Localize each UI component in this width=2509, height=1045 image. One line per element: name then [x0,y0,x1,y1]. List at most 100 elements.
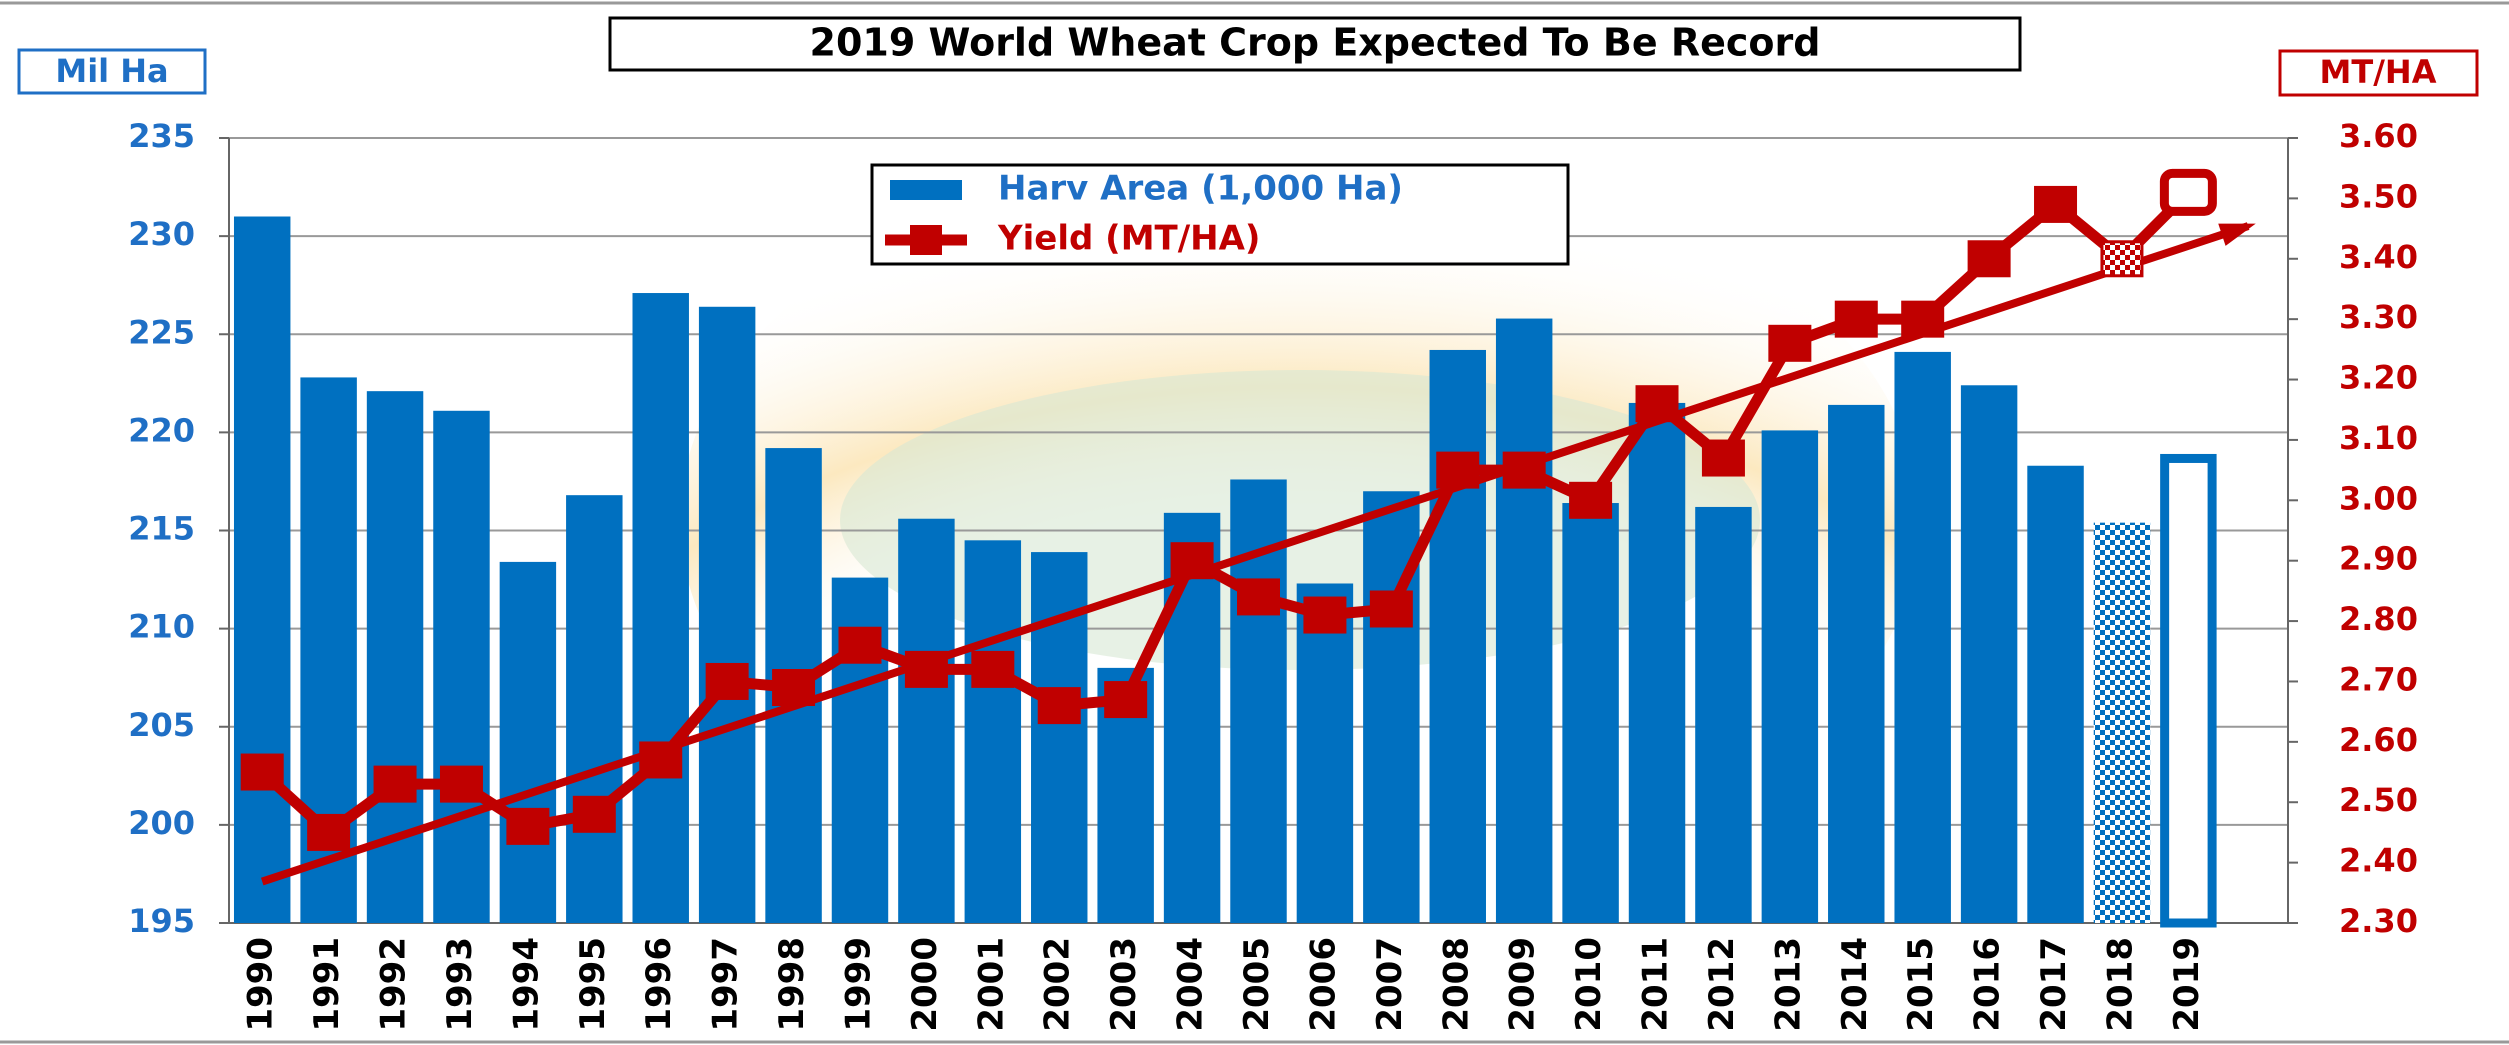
marker [1768,324,1812,362]
marker [1834,300,1878,338]
legend-swatch [890,180,962,200]
y2-label-box [2278,49,2479,97]
x-tick-label: 1991 [307,937,347,1032]
bar [2093,522,2151,923]
bar [1960,385,2018,923]
y2-axis-label: MT/HA [2320,53,2437,91]
plot: 195 200 205 210 215 220 225 230 235 2.30 2.40 2.50 2… [128,117,2418,1032]
y-tick-label: 195 [128,902,195,940]
x-tick-label: 2003 [1104,937,1144,1032]
marker [1701,439,1745,477]
bar [2027,465,2084,923]
y2-tick-label: 3.30 [2339,298,2418,336]
marker [772,669,816,706]
x-tick-label: 1994 [506,937,546,1032]
legend-label: Harv Area (1,000 Ha) [998,169,1403,209]
x-tick-label: 2006 [1303,937,1343,1032]
y2-tick-label: 3.40 [2339,238,2418,276]
y-tick-label: 235 [128,117,195,155]
bar [1894,351,1951,924]
marker [639,741,683,779]
marker [439,765,483,803]
marker [1901,300,1945,338]
bar [964,540,1022,923]
y-tick-label: 205 [128,706,195,744]
y2-tick-label: 3.60 [2339,117,2418,155]
x-tick-label: 2014 [1835,937,1875,1032]
y-tick-label: 215 [128,510,195,548]
bar [898,518,955,923]
y-tick-label: 230 [128,215,195,253]
bar [1031,552,1088,923]
marker [240,753,284,791]
x-tick-label: 1999 [838,937,878,1032]
marker [2100,240,2144,278]
y2-tick-label: 3.10 [2339,419,2418,457]
x-tick-label: 2004 [1171,937,1211,1032]
marker [1369,590,1413,628]
bar [499,561,557,923]
x-tick-label: 2016 [1968,937,2008,1032]
marker [838,626,882,664]
bar [1429,349,1486,923]
y2-tick-label: 2.90 [2339,540,2418,578]
legend-box [870,163,1570,266]
marker [705,662,749,700]
x-tick-label: 2005 [1237,937,1277,1032]
x-tick-label: 2011 [1636,937,1676,1032]
title-box [608,16,2022,72]
bar [1761,430,1819,923]
y2-tick-label: 2.60 [2339,721,2418,759]
marker [1237,578,1280,616]
bar [1562,503,1619,923]
y2-tick-label: 2.50 [2339,781,2418,819]
marker [904,650,948,688]
x-tick-label: 1997 [706,937,746,1032]
x-tick-label: 2013 [1768,937,1808,1032]
x-tick-label: 1993 [440,937,480,1032]
marker [2034,185,2078,223]
x-tick-label: 1998 [772,937,812,1032]
marker [1170,542,1214,580]
marker [1303,596,1347,634]
x-tick-label: 1992 [374,937,414,1032]
bar [1296,583,1354,923]
marker [373,765,417,803]
marker [1037,687,1081,725]
bar [433,410,490,924]
legend-swatch [910,225,942,255]
marker [1967,240,2011,278]
bar [1495,318,1553,923]
bar [1628,402,1686,923]
bar [566,495,623,923]
marker [1436,451,1480,489]
bar [2160,453,2217,928]
x-tick-label: 2002 [1038,937,1078,1032]
marker [971,650,1015,688]
x-tick-label: 2009 [1503,937,1543,1032]
y-tick-label: 225 [128,313,195,351]
x-tick-label: 1990 [241,937,281,1032]
marker [1104,681,1148,719]
y2-tick-label: 3.50 [2339,177,2418,215]
x-tick-label: 2001 [971,937,1011,1032]
x-tick-label: 2000 [905,937,945,1032]
bar [1695,506,1752,923]
marker [1635,385,1679,423]
y-tick-label: 210 [128,608,195,646]
marker [572,795,616,833]
y2-tick-label: 2.30 [2339,902,2418,940]
chart-title: 2019 World Wheat Crop Expected To Be Rec… [810,21,1821,65]
bar [1828,404,1885,923]
x-tick-label: 1995 [573,937,613,1032]
y-axis-label: Mil Ha [55,52,168,90]
x-tick-label: 2019 [2167,937,2207,1032]
marker [2159,168,2217,216]
y2-tick-label: 2.80 [2339,600,2418,638]
marker [307,813,351,851]
x-tick-label: 2015 [1901,937,1941,1032]
marker [1502,451,1546,489]
bar [698,306,756,923]
